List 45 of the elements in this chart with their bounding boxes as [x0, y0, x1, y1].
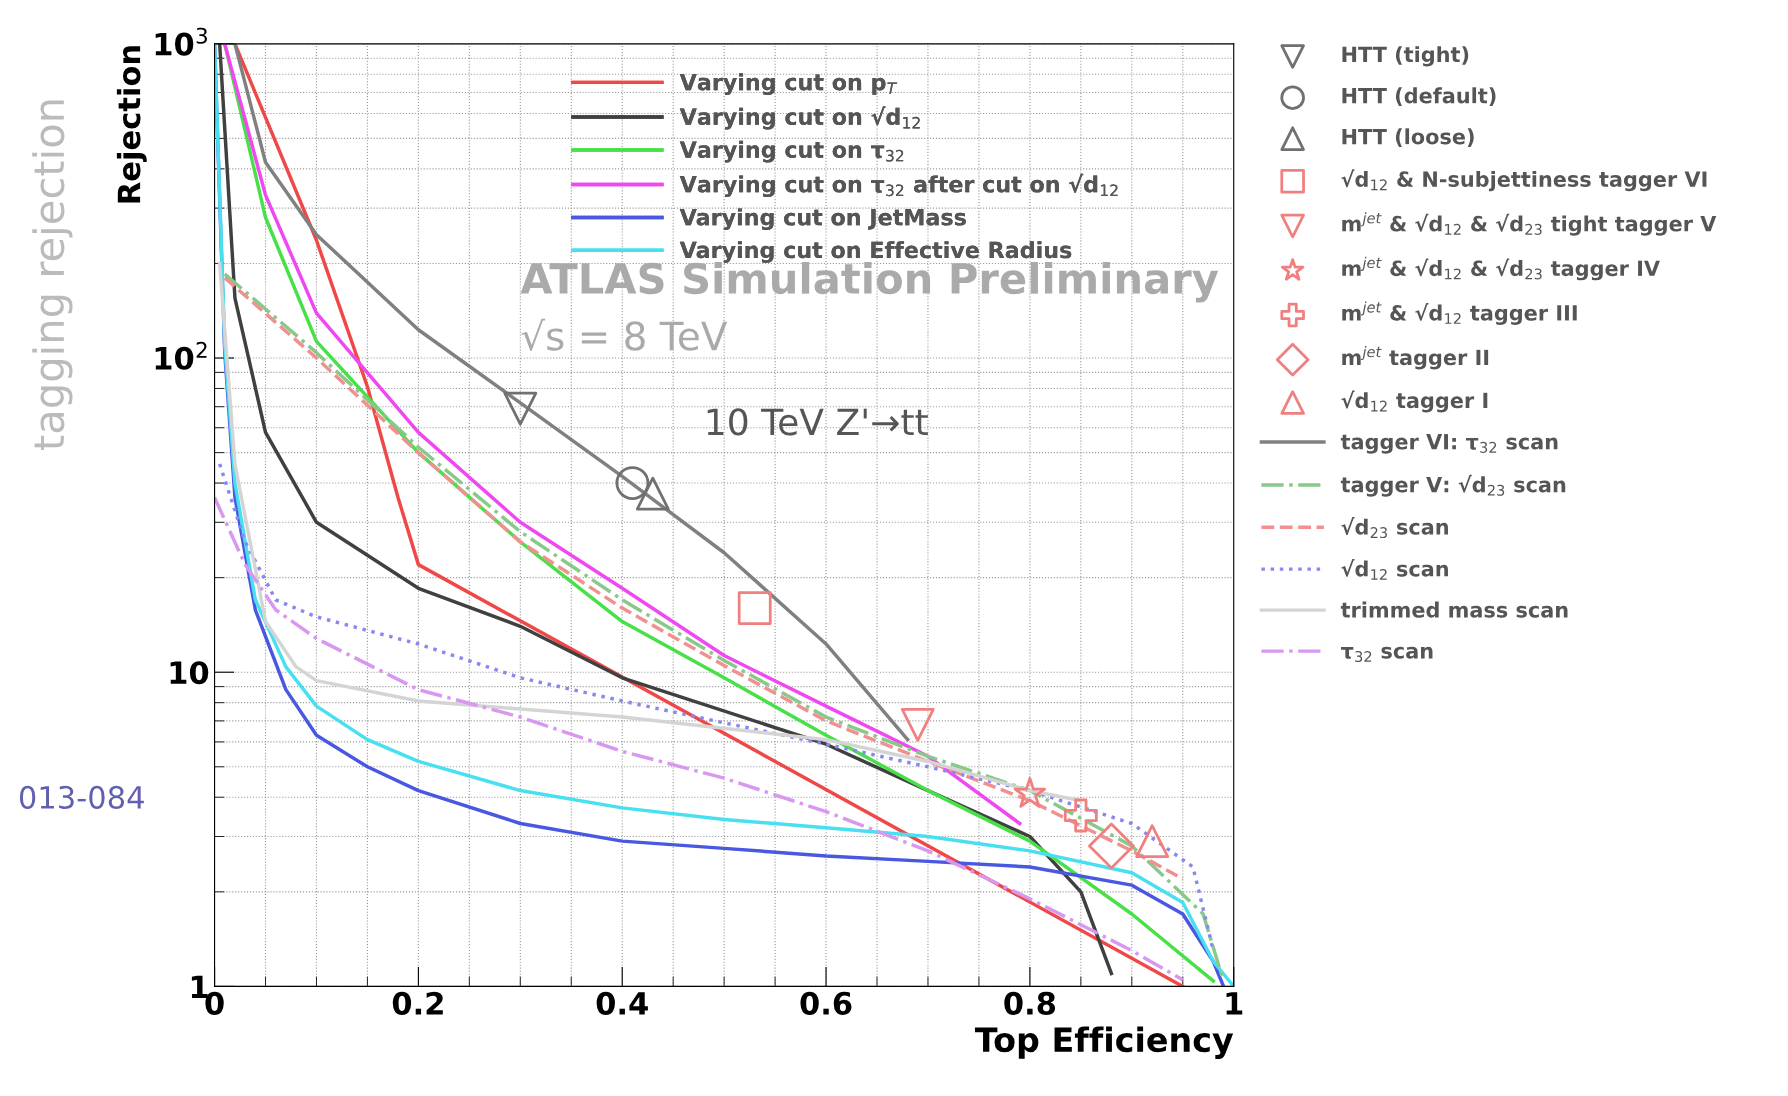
legend-label: m$^{jet}$ & √d$_{12}$ & √d$_{23}$ tight tagger V: [1342, 212, 1717, 236]
legend-label: Varying cut on τ$_{32}$ after cut on √d$_{12}$: [679, 173, 1118, 198]
y-tick-label: 10$^{3}$: [155, 27, 207, 56]
legend-label: Varying cut on p$_{T}$: [679, 73, 898, 95]
annotation: ATLAS Simulation Preliminary: [520, 261, 1219, 303]
y-axis-title: Rejection: [116, 46, 147, 203]
point: [615, 466, 650, 500]
legend-label: m$^{jet}$ & √d$_{12}$ & √d$_{23}$ tagger IV: [1342, 256, 1660, 281]
text: tagging rejection: [32, 100, 73, 450]
x-tick-label: 0.2: [392, 991, 443, 1015]
legend-label: tagger V: √d$_{23}$ scan: [1340, 474, 1566, 497]
legend-label: Varying cut on Effective Radius: [679, 241, 1072, 263]
legend-label: Varying cut on √d$_{12}$: [679, 106, 920, 130]
legend-label: √d$_{12}$ & N-subjettiness tagger VI: [1341, 169, 1707, 192]
legend-label: HTT (loose): [1342, 128, 1474, 147]
y-tick-label: 10$^{2}$: [155, 341, 207, 370]
text: 013-084: [19, 785, 144, 809]
point: [635, 476, 670, 511]
point: [1088, 822, 1135, 870]
point: [1135, 824, 1170, 859]
x-tick-label: 0.8: [1004, 991, 1056, 1015]
legend-label: HTT (default): [1342, 87, 1496, 106]
legend-label: √d$_{12}$ scan: [1341, 558, 1448, 580]
legend-label: m$^{jet}$ tagger II: [1342, 345, 1489, 370]
annotation: √s = 8 TeV: [521, 318, 728, 351]
legend-label: Varying cut on τ$_{32}$: [679, 140, 904, 163]
legend-label: τ$_{32}$ scan: [1341, 646, 1433, 663]
x-tick-label: 0.4: [596, 991, 648, 1015]
annotation: 10 TeV Z'→tt: [707, 408, 928, 436]
point: [1013, 776, 1047, 808]
point: [1063, 798, 1098, 833]
legend-label: trimmed mass scan: [1340, 601, 1568, 618]
point: [503, 391, 538, 426]
x-axis-title: Top Efficiency: [974, 1026, 1234, 1059]
y-tick-label: 10: [170, 661, 209, 685]
legend-label: tagger VI: τ$_{32}$ scan: [1340, 434, 1558, 454]
legend-label: Varying cut on JetMass: [679, 208, 966, 231]
x-tick-label: 0.6: [800, 991, 852, 1015]
legend-label: m$^{jet}$ & √d$_{12}$ tagger III: [1342, 301, 1577, 325]
point: [900, 707, 935, 742]
x-tick-label: 1: [1226, 992, 1243, 1015]
legend-label: HTT (tight): [1342, 46, 1469, 67]
legend-label: √d$_{23}$ scan: [1341, 517, 1448, 539]
point: [737, 591, 772, 625]
legend-label: √d$_{12}$ tagger I: [1341, 390, 1488, 413]
